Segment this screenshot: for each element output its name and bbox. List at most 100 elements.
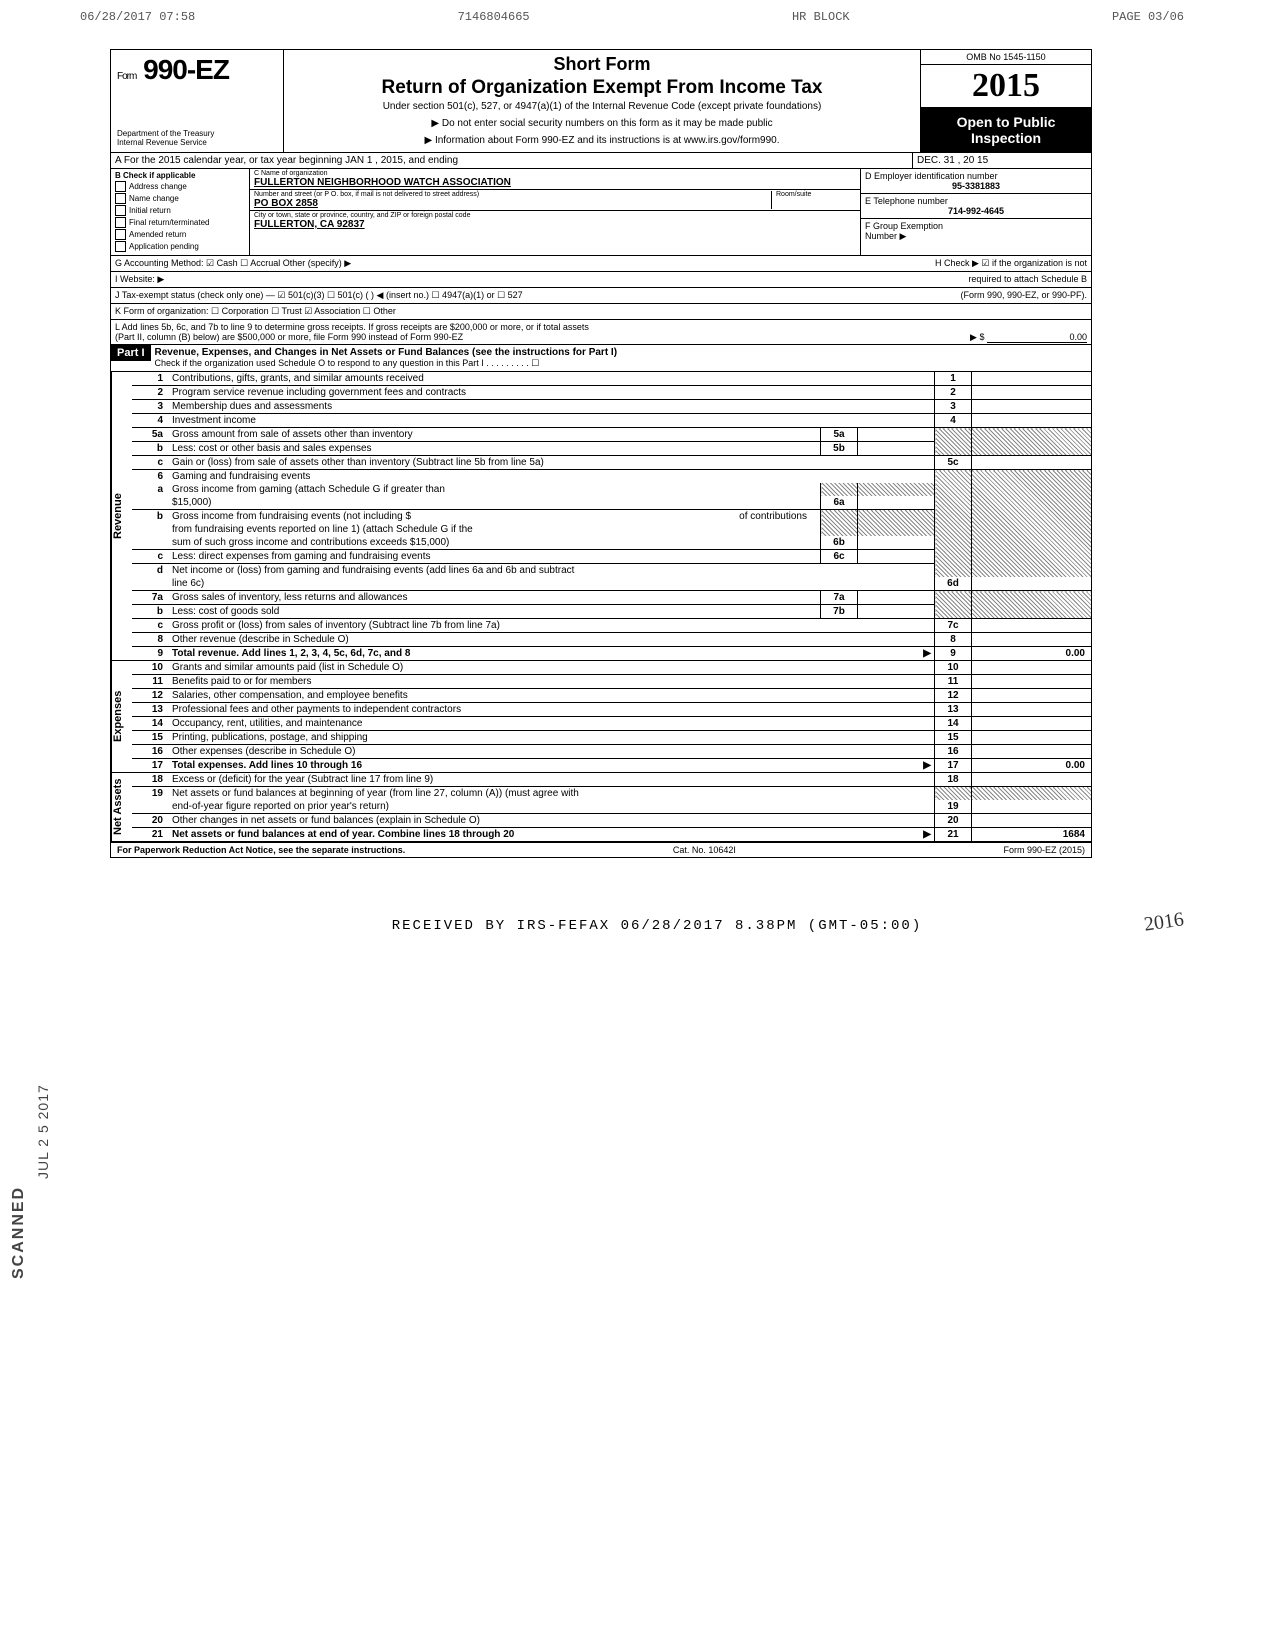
phone-value: 714-992-4645 xyxy=(865,206,1087,216)
paperwork-notice: For Paperwork Reduction Act Notice, see … xyxy=(117,845,405,855)
line-20: Other changes in net assets or fund bala… xyxy=(169,814,935,828)
group-exemption-label: F Group Exemption xyxy=(865,221,1087,231)
row-h: H Check ▶ ☑ if the organization is not xyxy=(935,258,1087,269)
line-6b-1-suffix: of contributions xyxy=(739,511,817,522)
row-g: G Accounting Method: ☑ Cash ☐ Accrual Ot… xyxy=(111,256,1091,272)
org-name-label: C Name of organization xyxy=(254,170,856,177)
ssn-note: ▶ Do not enter social security numbers o… xyxy=(292,118,912,129)
line-5c: Gain or (loss) from sale of assets other… xyxy=(169,456,935,470)
fax-number: 7146804665 xyxy=(458,10,530,24)
form-number: 990-EZ xyxy=(143,54,229,85)
addr: PO BOX 2858 xyxy=(254,198,771,209)
line-11: Benefits paid to or for members xyxy=(169,675,935,689)
open-to-public: Open to Public Inspection xyxy=(921,108,1091,152)
line-12: Salaries, other compensation, and employ… xyxy=(169,689,935,703)
room-label: Room/suite xyxy=(776,191,856,198)
row-j-left: J Tax-exempt status (check only one) — ☑… xyxy=(115,290,523,301)
expenses-section: Expenses 10Grants and similar amounts pa… xyxy=(111,661,1091,773)
row-a-right: DEC. 31 , 20 15 xyxy=(912,153,1091,168)
line-4: Investment income xyxy=(169,414,935,428)
col-b-title: B Check if applicable xyxy=(115,171,245,180)
cb-name-change[interactable]: Name change xyxy=(115,193,245,204)
cb-amended-return[interactable]: Amended return xyxy=(115,229,245,240)
line-19a: Net assets or fund balances at beginning… xyxy=(169,787,935,801)
form-footer: For Paperwork Reduction Act Notice, see … xyxy=(111,842,1091,857)
line-2: Program service revenue including govern… xyxy=(169,386,935,400)
form-footer-id: Form 990-EZ (2015) xyxy=(1003,845,1085,855)
form-header-row: Form 990-EZ Department of the Treasury I… xyxy=(111,50,1091,153)
line-17: Total expenses. Add lines 10 through 16 xyxy=(172,760,362,771)
form-990ez: Form 990-EZ Department of the Treasury I… xyxy=(110,49,1092,858)
cb-address-change[interactable]: Address change xyxy=(115,181,245,192)
city-label: City or town, state or province, country… xyxy=(254,212,856,219)
line-1: Contributions, gifts, grants, and simila… xyxy=(169,372,935,386)
form-prefix: Form xyxy=(117,71,136,82)
row-l-amount: 0.00 xyxy=(987,332,1087,343)
info-note: ▶ Information about Form 990-EZ and its … xyxy=(292,135,912,146)
line-3: Membership dues and assessments xyxy=(169,400,935,414)
row-a-left: A For the 2015 calendar year, or tax yea… xyxy=(111,153,912,168)
line-19b: end-of-year figure reported on prior yea… xyxy=(169,800,935,814)
line-6d-2: line 6c) xyxy=(169,577,935,591)
fax-label: HR BLOCK xyxy=(792,10,850,24)
org-name: FULLERTON NEIGHBORHOOD WATCH ASSOCIATION xyxy=(254,177,856,188)
row-g-left: G Accounting Method: ☑ Cash ☐ Accrual Ot… xyxy=(115,258,351,269)
cb-final-return[interactable]: Final return/terminated xyxy=(115,217,245,228)
form-number-cell: Form 990-EZ Department of the Treasury I… xyxy=(111,50,284,152)
row-l-arrow: ▶ $ xyxy=(970,332,984,342)
value-17: 0.00 xyxy=(972,759,1092,773)
main-title: Return of Organization Exempt From Incom… xyxy=(292,77,912,99)
revenue-section: Revenue 1Contributions, gifts, grants, a… xyxy=(111,372,1091,661)
line-6d-1: Net income or (loss) from gaming and fun… xyxy=(172,565,574,576)
cat-number: Cat. No. 10642I xyxy=(673,845,736,855)
row-j: J Tax-exempt status (check only one) — ☑… xyxy=(111,288,1091,304)
line-5b: Less: cost or other basis and sales expe… xyxy=(169,442,821,456)
fax-page: PAGE 03/06 xyxy=(1112,10,1184,24)
line-13: Professional fees and other payments to … xyxy=(169,703,935,717)
cb-application-pending[interactable]: Application pending xyxy=(115,241,245,252)
received-line: RECEIVED BY IRS-FEFAX 06/28/2017 8.38PM … xyxy=(110,918,1204,934)
city: FULLERTON, CA 92837 xyxy=(254,219,856,230)
line-18: Excess or (deficit) for the year (Subtra… xyxy=(169,773,935,787)
row-i-left: I Website: ▶ xyxy=(115,274,164,285)
line-7a: Gross sales of inventory, less returns a… xyxy=(169,591,821,605)
line-6b-1: Gross income from fundraising events (no… xyxy=(172,511,411,522)
line-6b-2: from fundraising events reported on line… xyxy=(169,523,821,536)
date-stamp: JUL 2 5 2017 xyxy=(35,1084,51,1179)
phone-label: E Telephone number xyxy=(865,196,1087,206)
line-6a-2: $15,000) xyxy=(169,496,821,510)
ein-value: 95-3381883 xyxy=(865,181,1087,191)
line-21: Net assets or fund balances at end of ye… xyxy=(172,829,514,840)
fax-header: 06/28/2017 07:58 7146804665 HR BLOCK PAG… xyxy=(0,0,1264,29)
title-cell: Short Form Return of Organization Exempt… xyxy=(284,50,920,152)
line-6a-1: Gross income from gaming (attach Schedul… xyxy=(169,483,821,496)
col-c: C Name of organization FULLERTON NEIGHBO… xyxy=(250,169,861,255)
line-6b-3: sum of such gross income and contributio… xyxy=(169,536,821,550)
row-i-right: required to attach Schedule B xyxy=(968,274,1087,285)
scanned-stamp: SCANNED xyxy=(10,1186,28,1279)
group-exemption-number: Number ▶ xyxy=(865,231,1087,242)
value-9: 0.00 xyxy=(972,647,1092,661)
part1-check-line: Check if the organization used Schedule … xyxy=(155,358,1087,369)
row-a: A For the 2015 calendar year, or tax yea… xyxy=(111,153,1091,169)
row-l: L Add lines 5b, 6c, and 7b to line 9 to … xyxy=(111,320,1091,345)
addr-label: Number and street (or P O. box, if mail … xyxy=(254,191,771,198)
part1-title: Revenue, Expenses, and Changes in Net As… xyxy=(155,347,1087,358)
row-l-line1: L Add lines 5b, 6c, and 7b to line 9 to … xyxy=(115,322,1087,332)
omb-number: OMB No 1545-1150 xyxy=(921,50,1091,65)
ein-label: D Employer identification number xyxy=(865,171,1087,181)
col-b: B Check if applicable Address change Nam… xyxy=(111,169,250,255)
row-k-text: K Form of organization: ☐ Corporation ☐ … xyxy=(115,306,396,317)
row-l-line2: (Part II, column (B) below) are $500,000… xyxy=(115,332,463,342)
net-assets-table: 18Excess or (deficit) for the year (Subt… xyxy=(132,773,1091,841)
line-10: Grants and similar amounts paid (list in… xyxy=(169,661,935,675)
value-21: 1684 xyxy=(972,828,1092,842)
dept-line2: Internal Revenue Service xyxy=(117,139,277,148)
cb-initial-return[interactable]: Initial return xyxy=(115,205,245,216)
expenses-side-label: Expenses xyxy=(111,661,132,772)
line-16: Other expenses (describe in Schedule O) xyxy=(169,745,935,759)
fax-datetime: 06/28/2017 07:58 xyxy=(80,10,195,24)
short-form-label: Short Form xyxy=(292,54,912,75)
revenue-table: 1Contributions, gifts, grants, and simil… xyxy=(132,372,1091,660)
revenue-side-label: Revenue xyxy=(111,372,132,660)
